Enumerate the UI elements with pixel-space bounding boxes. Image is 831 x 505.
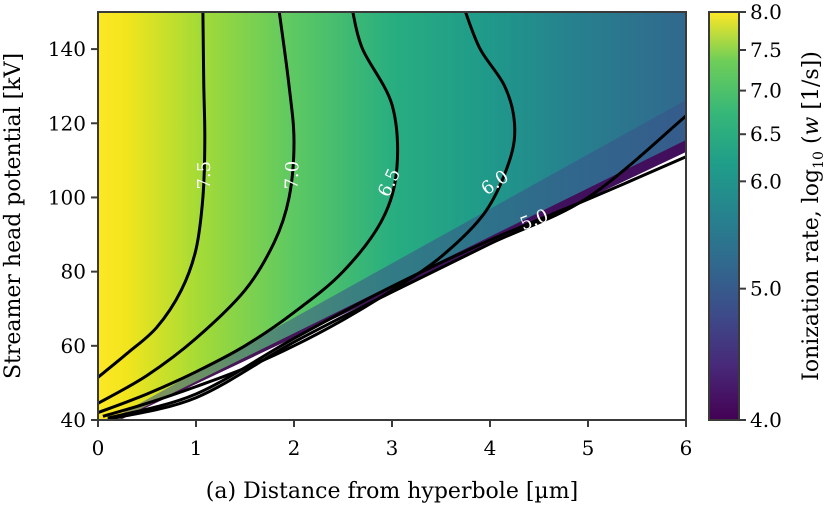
contour-line-edge [107, 114, 686, 420]
x-tick-label: 0 [92, 436, 105, 460]
colorbar-tick-label: 7.5 [750, 38, 782, 62]
y-tick-label: 120 [48, 111, 86, 135]
contour-line-6-5 [98, 12, 400, 415]
svg-text:7.0: 7.0 [282, 161, 304, 190]
contour-label-7-5: 7.5 [194, 161, 215, 190]
y-tick-label: 60 [61, 334, 86, 358]
colorbar-tick-label: 6.5 [750, 122, 782, 146]
colorbar-tick-label: 6.0 [750, 169, 782, 193]
x-tick-label: 3 [386, 436, 399, 460]
colorbar-tick-label: 8.0 [750, 0, 782, 24]
x-axis-label: (a) Distance from hyperbole [µm] [206, 479, 578, 504]
y-tick-label: 100 [48, 185, 86, 209]
undefined-region [98, 152, 686, 420]
y-axis-label: Streamer head potential [kV] [1, 53, 26, 379]
contour-label-7-0: 7.0 [282, 161, 304, 190]
x-tick-label: 1 [190, 436, 203, 460]
y-axis: 40 60 80 100 120 140 [48, 37, 98, 432]
x-axis: 0 1 2 3 4 5 6 [92, 420, 693, 460]
x-tick-label: 2 [288, 436, 301, 460]
colorbar-tick-label: 5.0 [750, 277, 782, 301]
x-tick-label: 4 [484, 436, 497, 460]
colorbar-label: Ionization rate, log10 (w [1/s]) [799, 51, 827, 381]
colorbar-ticks: 4.0 5.0 6.0 6.5 7.0 7.5 8.0 [739, 0, 782, 432]
contour-line-5-0 [107, 155, 686, 420]
y-tick-label: 80 [61, 260, 86, 284]
x-tick-label: 6 [680, 436, 693, 460]
colorbar-tick-label: 4.0 [750, 408, 782, 432]
y-tick-label: 140 [48, 37, 86, 61]
y-tick-label: 40 [61, 408, 86, 432]
contour-lines [98, 12, 686, 420]
contour-line-7-0 [98, 12, 296, 405]
x-tick-label: 5 [582, 436, 595, 460]
svg-text:7.5: 7.5 [194, 161, 215, 190]
contour-line-7-5 [98, 12, 207, 379]
colorbar-tick-label: 7.0 [750, 79, 782, 103]
colorbar [708, 11, 740, 421]
